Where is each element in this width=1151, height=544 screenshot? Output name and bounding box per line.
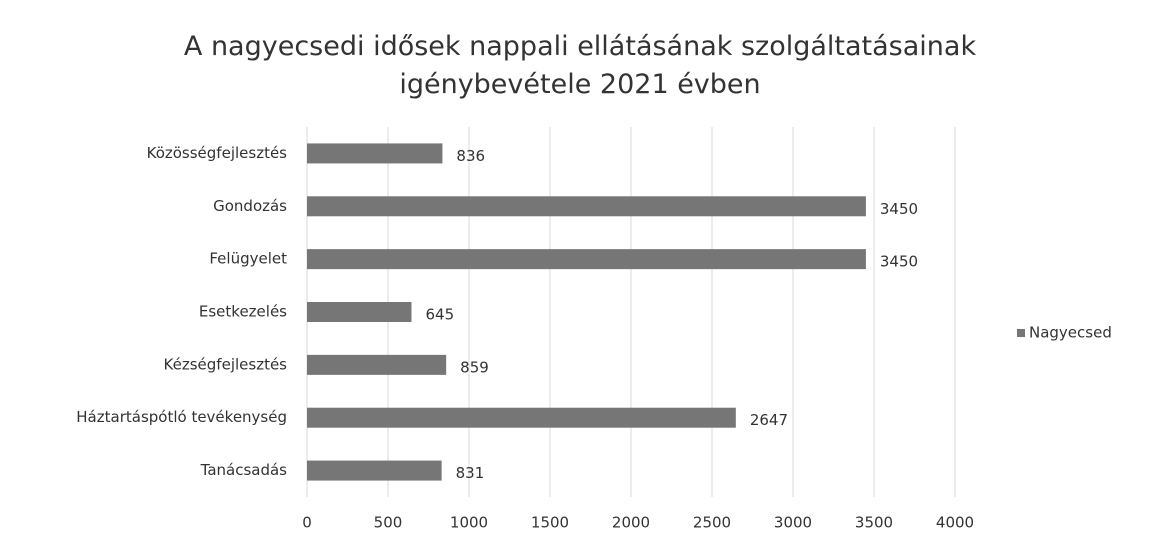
y-tick-label: Tanácsadás [200, 461, 288, 479]
value-label: 3450 [880, 253, 918, 271]
x-tick-label: 4000 [936, 514, 974, 532]
bar [307, 249, 866, 270]
value-label: 831 [456, 464, 485, 482]
legend-swatch [1017, 329, 1025, 337]
chart-title: A nagyecsedi idősek nappali ellátásának … [183, 31, 977, 100]
value-label: 859 [460, 358, 489, 376]
x-tick-label: 2500 [693, 514, 731, 532]
x-tick-label: 3000 [774, 514, 812, 532]
value-label: 2647 [750, 411, 788, 429]
y-tick-label: Esetkezelés [199, 303, 287, 321]
x-tick-label: 2000 [612, 514, 650, 532]
x-tick-label: 500 [374, 514, 403, 532]
y-tick-label: Felügyelet [209, 250, 287, 268]
x-tick-label: 0 [302, 514, 312, 532]
value-label: 3450 [880, 200, 918, 218]
x-tick-label: 1000 [450, 514, 488, 532]
legend-label: Nagyecsed [1029, 324, 1112, 342]
bar [307, 354, 447, 375]
value-label: 645 [425, 306, 454, 324]
y-tick-label: Gondozás [213, 197, 287, 215]
y-tick-label: Háztartáspótló tevékenység [76, 408, 287, 426]
bar [307, 460, 442, 481]
x-tick-label: 3500 [855, 514, 893, 532]
bar [307, 407, 736, 428]
bar [307, 302, 412, 322]
y-tick-label: Közösségfejlesztés [147, 144, 288, 162]
bar [307, 143, 443, 164]
x-tick-label: 1500 [531, 514, 569, 532]
y-tick-label: Kézségfejlesztés [164, 355, 288, 373]
bar [307, 196, 866, 217]
value-label: 836 [456, 147, 485, 165]
